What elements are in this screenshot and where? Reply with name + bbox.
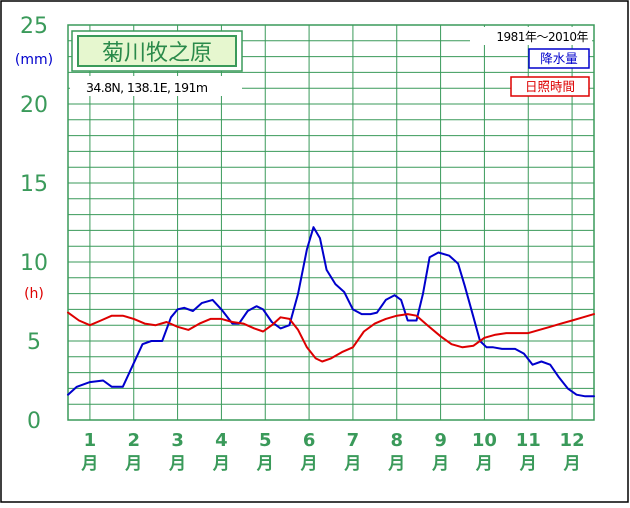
- x-tick-unit: 月: [475, 454, 493, 474]
- legend-label-sun: 日照時間: [525, 79, 575, 94]
- x-tick-label: 12: [560, 430, 585, 451]
- y-tick-label: 0: [27, 409, 41, 434]
- x-tick-label: 2: [127, 430, 140, 451]
- x-tick-unit: 月: [519, 454, 537, 474]
- x-tick-unit: 月: [563, 454, 581, 474]
- x-tick-label: 1: [84, 430, 97, 451]
- y-tick-label: 25: [20, 14, 48, 39]
- legend-label-precip: 降水量: [540, 51, 578, 66]
- chart-legend: 降水量 日照時間: [510, 48, 590, 97]
- x-tick-label: 10: [472, 430, 497, 451]
- chart-title: 菊川牧之原: [102, 41, 212, 66]
- x-tick-label: 4: [215, 430, 228, 451]
- sunshine-series-line: [67, 311, 595, 363]
- x-tick-unit: 月: [343, 454, 361, 474]
- legend-item-precip: 降水量: [528, 48, 590, 69]
- y-tick-label: 15: [20, 172, 48, 197]
- x-tick-unit: 月: [300, 454, 318, 474]
- x-tick-unit: 月: [212, 454, 230, 474]
- x-tick-unit: 月: [387, 454, 405, 474]
- x-tick-unit: 月: [124, 454, 142, 474]
- y-tick-label: 10: [20, 251, 48, 276]
- x-tick-unit: 月: [168, 454, 186, 474]
- x-tick-label: 3: [171, 430, 184, 451]
- y-unit-precip: (mm): [15, 52, 53, 68]
- x-tick-unit: 月: [431, 454, 449, 474]
- axis-layer: 0 5 10 15 20 25 1 月 2 月 3 月 4 月 5 月 6 月 7 月 8 月 9 月 10 月 11 月 12 月: [20, 14, 585, 474]
- x-tick-label: 7: [347, 430, 360, 451]
- x-tick-label: 11: [516, 430, 541, 451]
- x-tick-unit: 月: [80, 454, 98, 474]
- x-tick-label: 5: [259, 430, 272, 451]
- x-tick-label: 6: [303, 430, 316, 451]
- y-unit-sun: (h): [24, 286, 44, 302]
- location-info: 34.8N, 138.1E, 191m: [86, 80, 208, 95]
- x-tick-label: 8: [390, 430, 403, 451]
- x-tick-label: 9: [434, 430, 447, 451]
- precip-series-line: [67, 226, 595, 398]
- y-tick-label: 20: [20, 93, 48, 118]
- x-tick-unit: 月: [256, 454, 274, 474]
- period-label: 1981年〜2010年: [496, 30, 588, 44]
- legend-item-sun: 日照時間: [510, 76, 590, 97]
- series-layer: [67, 226, 595, 398]
- y-tick-label: 5: [27, 330, 41, 355]
- chart-title-box: 菊川牧之原: [71, 30, 243, 72]
